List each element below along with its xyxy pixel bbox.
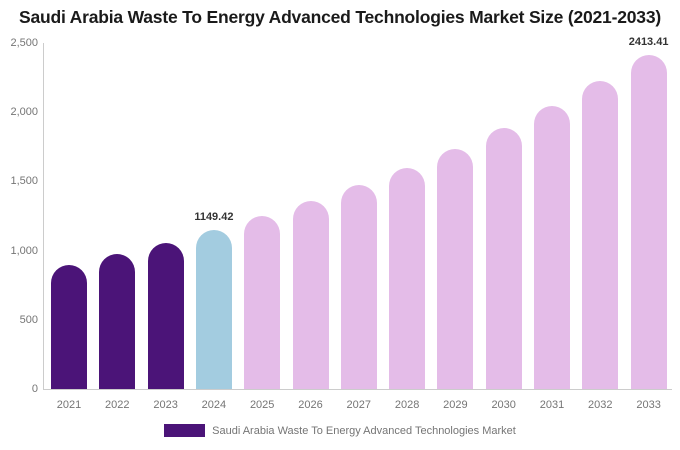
bar-2031[interactable] (534, 105, 570, 389)
y-tick-0: 0 (31, 383, 38, 395)
bar-2025[interactable] (244, 216, 281, 389)
legend[interactable]: Saudi Arabia Waste To Energy Advanced Te… (0, 424, 680, 437)
x-tick-2033: 2033 (636, 399, 661, 411)
data-label-2033: 2413.41 (628, 35, 669, 48)
bar-2032[interactable] (582, 81, 619, 389)
bar-2033[interactable] (630, 54, 667, 389)
x-tick-2022: 2022 (105, 399, 130, 411)
y-tick-1000: 1,000 (10, 244, 38, 257)
bar-2022[interactable] (99, 254, 136, 389)
bar-2027[interactable] (340, 185, 377, 389)
y-axis-line (43, 43, 44, 389)
legend-swatch (164, 424, 206, 437)
bar-2024[interactable] (195, 229, 232, 389)
x-tick-2030: 2030 (491, 399, 516, 411)
x-tick-2021: 2021 (56, 399, 82, 411)
x-tick-2032: 2032 (588, 399, 613, 411)
x-tick-2024: 2024 (201, 399, 227, 411)
data-label-2024: 1149.42 (194, 210, 234, 223)
x-tick-2028: 2028 (394, 399, 420, 411)
y-tick-2000: 2,000 (10, 106, 38, 119)
bar-2030[interactable] (485, 128, 522, 389)
x-tick-2023: 2023 (153, 399, 178, 411)
x-tick-2031: 2031 (539, 399, 565, 411)
chart-title: Saudi Arabia Waste To Energy Advanced Te… (19, 7, 661, 27)
y-tick-500: 500 (19, 313, 38, 326)
x-tick-2029: 2029 (443, 399, 468, 411)
bar-2021[interactable] (51, 264, 87, 389)
y-tick-2500: 2,500 (10, 37, 38, 49)
bar-2023[interactable] (147, 242, 184, 389)
x-tick-2025: 2025 (249, 399, 275, 411)
x-tick-2027: 2027 (346, 399, 372, 411)
y-tick-1500: 1,500 (10, 175, 38, 188)
legend-label: Saudi Arabia Waste To Energy Advanced Te… (212, 424, 516, 437)
bar-2029[interactable] (437, 148, 474, 389)
x-axis-line (43, 389, 672, 390)
bar-2026[interactable] (292, 201, 329, 389)
x-tick-2026: 2026 (298, 399, 323, 411)
bar-2028[interactable] (389, 167, 426, 389)
